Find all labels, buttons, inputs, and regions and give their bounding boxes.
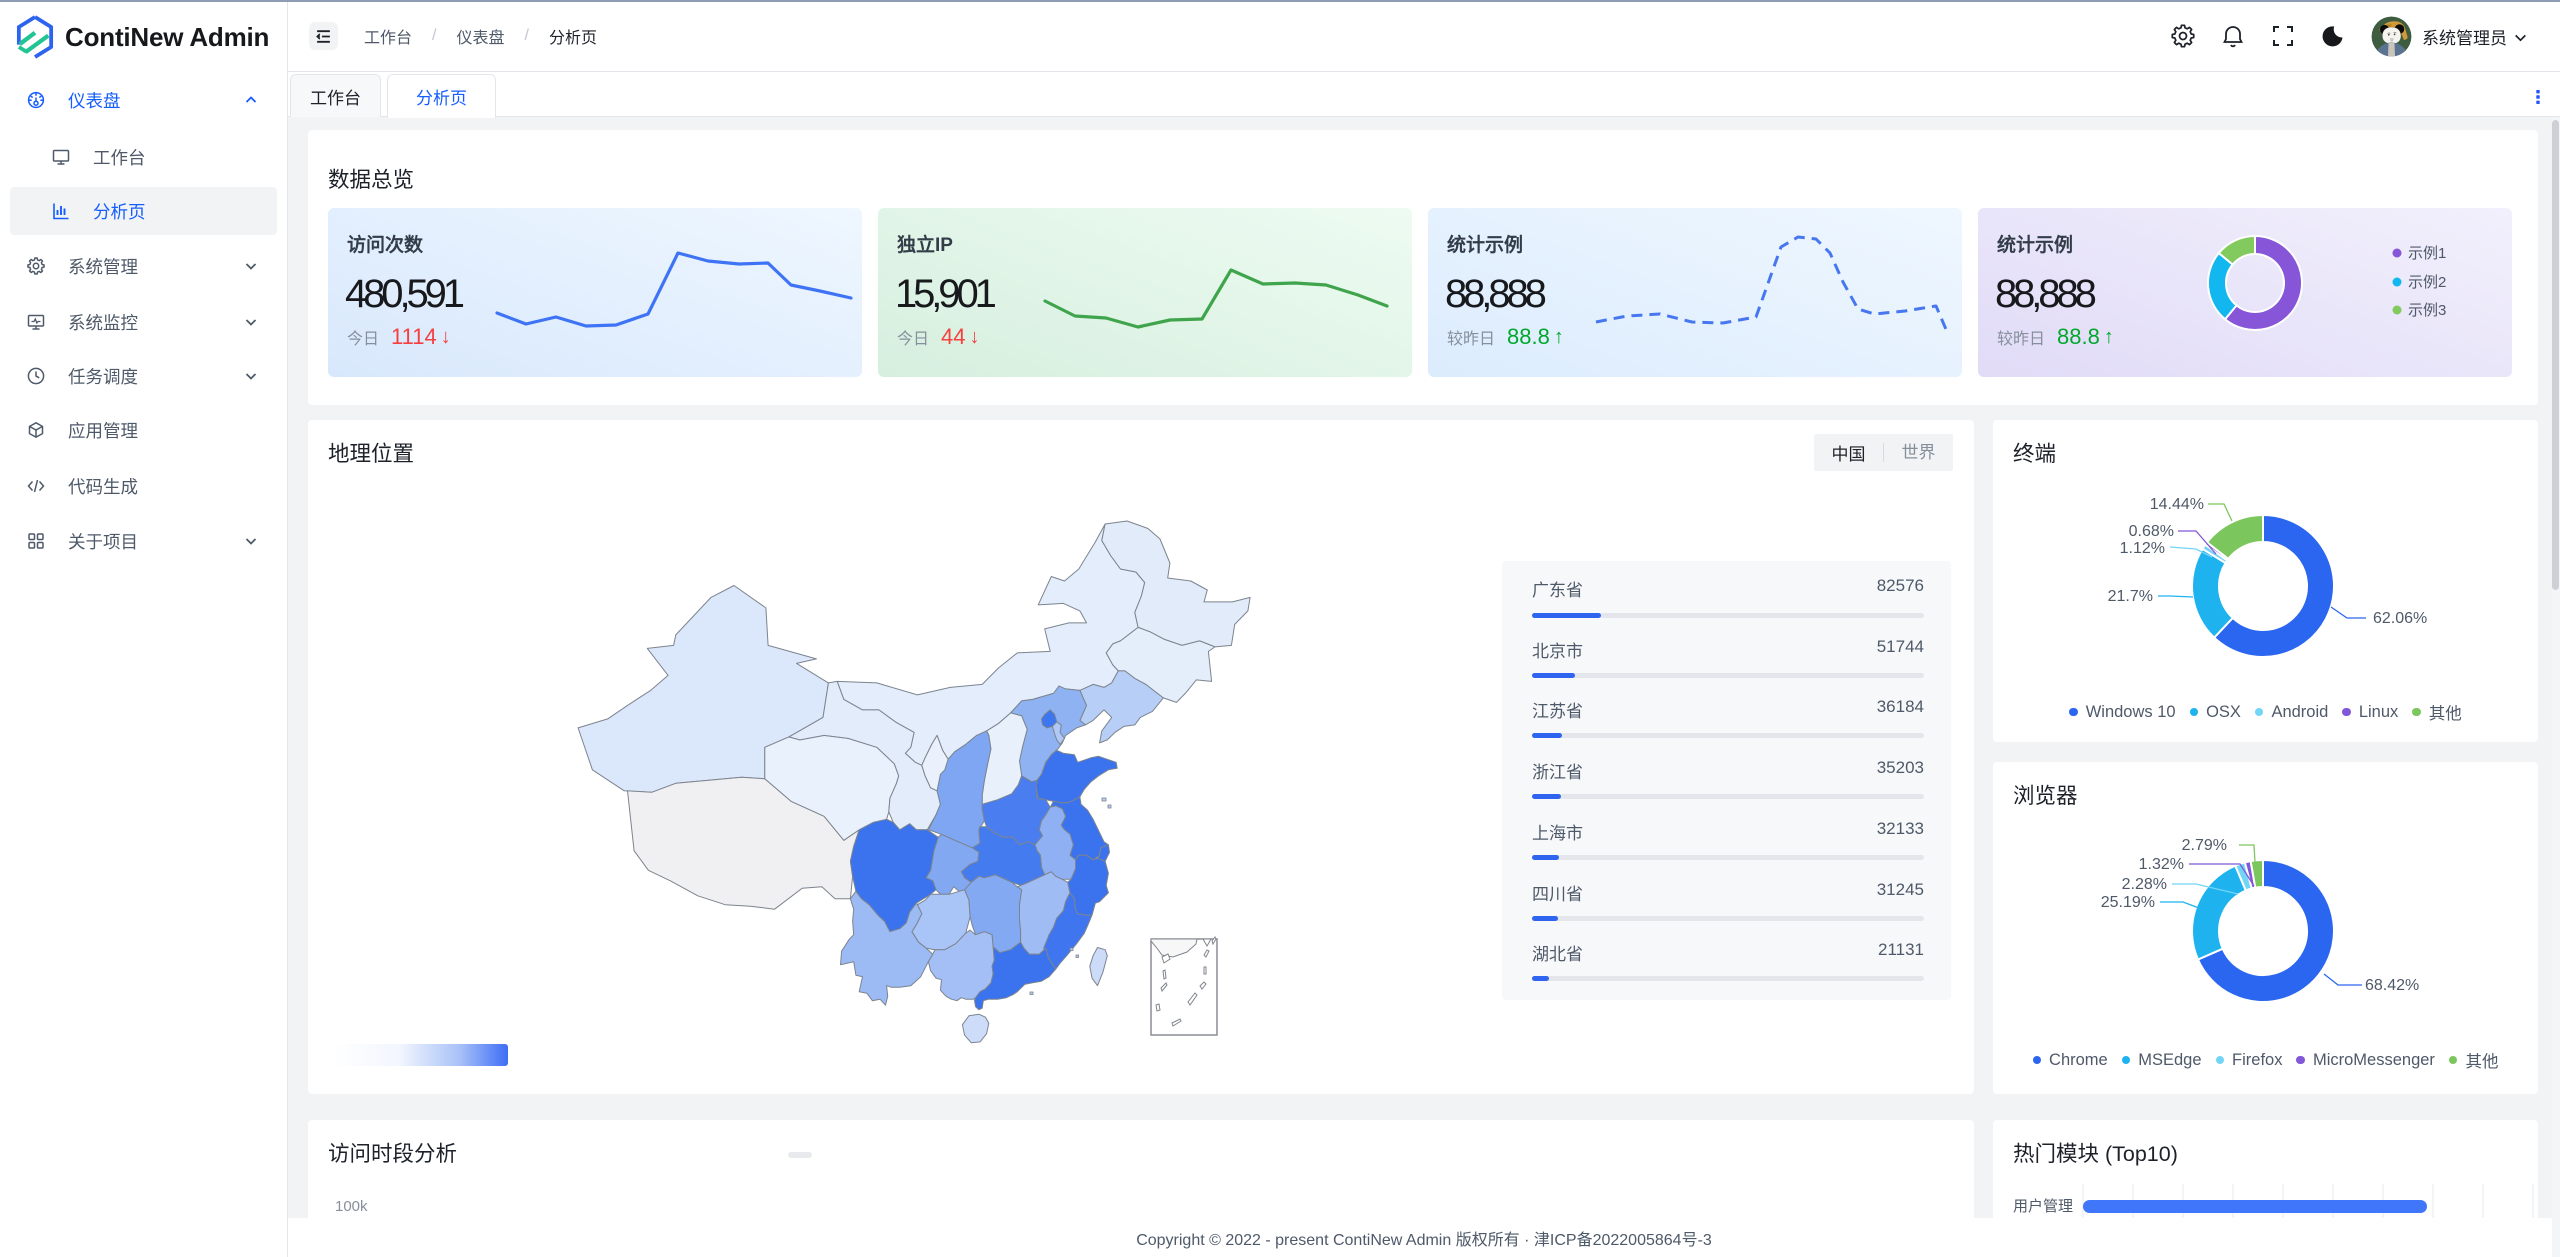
- svg-text:1.12%: 1.12%: [2120, 540, 2165, 557]
- svg-text:示例2: 示例2: [2408, 274, 2446, 291]
- svg-text:21.7%: 21.7%: [2108, 588, 2153, 605]
- svg-text:25.19%: 25.19%: [2101, 894, 2155, 911]
- svg-text:示例3: 示例3: [2408, 302, 2446, 319]
- svg-text:示例1: 示例1: [2408, 245, 2446, 262]
- svg-text:62.06%: 62.06%: [2373, 610, 2427, 627]
- svg-text:68.42%: 68.42%: [2365, 977, 2419, 994]
- svg-text:用户管理: 用户管理: [2013, 1198, 2073, 1215]
- svg-text:2.79%: 2.79%: [2182, 837, 2227, 854]
- svg-text:0.68%: 0.68%: [2129, 523, 2174, 540]
- svg-text:14.44%: 14.44%: [2150, 496, 2204, 513]
- svg-text:1.32%: 1.32%: [2139, 856, 2184, 873]
- svg-text:2.28%: 2.28%: [2122, 876, 2167, 893]
